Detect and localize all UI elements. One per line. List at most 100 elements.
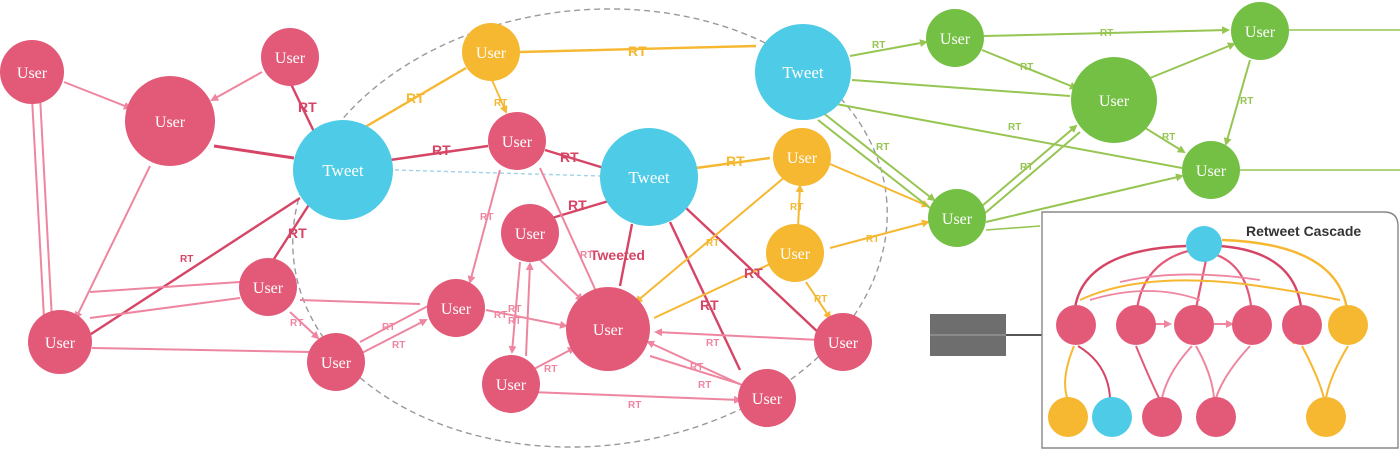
retweet-cascade-panel: Retweet Cascade (1041, 211, 1399, 449)
edge (531, 347, 576, 371)
node-label: User (515, 226, 546, 243)
node-label: User (752, 391, 783, 408)
edge-label-rt: RT (406, 90, 425, 106)
node-label: User (1245, 24, 1276, 41)
edge (359, 305, 429, 343)
edge (795, 184, 804, 229)
edge-label-rt: RT (568, 197, 587, 213)
edge (355, 319, 428, 357)
edge (89, 281, 241, 293)
user-node: User (482, 355, 540, 413)
cascade-tweet-node (1092, 397, 1132, 437)
edge-label-rt: RT (1162, 132, 1175, 143)
node-label: Tweet (782, 63, 824, 82)
edge (981, 49, 1078, 90)
node-label: User (496, 377, 527, 394)
edge (394, 169, 601, 177)
node-label: User (476, 45, 507, 62)
cascade-node (1306, 397, 1346, 437)
tweet-node: Tweet (293, 120, 393, 220)
edge (39, 95, 56, 322)
community-ellipse (292, 8, 888, 448)
cascade-node (1196, 397, 1236, 437)
user-node: User (766, 224, 824, 282)
edge-label-rt: RT (508, 316, 521, 327)
edge (539, 167, 602, 302)
cascade-node (1282, 305, 1322, 345)
edge (985, 225, 1041, 231)
node-label: User (593, 322, 624, 339)
cascade-node (1116, 305, 1156, 345)
cascade-node (1328, 305, 1368, 345)
user-node: User (1071, 57, 1157, 143)
edge (849, 39, 928, 57)
edge-label-rt: RT (298, 99, 317, 115)
edge (653, 263, 771, 319)
edge (91, 347, 311, 353)
legend-block-icon (930, 314, 1048, 356)
user-node: User (926, 9, 984, 67)
edge (985, 173, 1184, 223)
edge-label-rt: RT (1008, 122, 1021, 133)
edge (821, 111, 936, 202)
cascade-title: Retweet Cascade (1246, 223, 1361, 239)
edge (829, 163, 930, 208)
edge-label-rt: RT (180, 254, 193, 265)
edge-label-rt: RT (698, 380, 711, 391)
edge (817, 119, 931, 209)
edge (359, 66, 467, 132)
node-label: Tweet (628, 168, 670, 187)
node-label: User (828, 335, 859, 352)
user-node: User (928, 189, 986, 247)
user-node: User (501, 204, 559, 262)
edge (1223, 59, 1251, 146)
edge-label-rt: RT (706, 238, 719, 249)
edge-label-rt: RT (432, 142, 451, 158)
edge (519, 44, 757, 54)
edge (63, 81, 132, 110)
edge (851, 79, 1071, 97)
node-label: User (1196, 163, 1227, 180)
cascade-tweet-node (1186, 226, 1222, 262)
tweet-node: Tweet (600, 128, 698, 226)
user-node: User (239, 258, 297, 316)
edge (535, 255, 584, 302)
user-node: User (0, 40, 64, 104)
edge (289, 311, 320, 340)
edge-label-rt: RT (706, 338, 719, 349)
user-node: User (427, 279, 485, 337)
edges-group (31, 26, 1400, 404)
node-label: User (942, 211, 973, 228)
edge-label-rt: RT (700, 297, 719, 313)
edge (299, 299, 421, 305)
edge-labels-group: RT RT RT RT RT RT RT RT RT RT RT Tweeted… (180, 28, 1253, 411)
edge-label-rt: RT (290, 318, 303, 329)
edge (634, 175, 787, 304)
edge-label-rt: RT (628, 43, 647, 59)
edge (983, 26, 1230, 37)
edge (1149, 42, 1236, 79)
edge-label-rt: RT (726, 153, 745, 169)
nodes-group: User User User User User User Tweet (0, 2, 1289, 427)
edge (829, 219, 930, 249)
edge (668, 221, 742, 371)
user-node: User (307, 333, 365, 391)
edge-label-tweeted: Tweeted (590, 247, 645, 263)
edge (491, 79, 508, 114)
edge (1141, 125, 1186, 154)
user-node: User (738, 369, 796, 427)
node-label: User (787, 150, 818, 167)
node-label: User (502, 134, 533, 151)
cascade-node (1232, 305, 1272, 345)
user-node: User (462, 23, 520, 81)
edge (467, 169, 501, 284)
edge-label-rt: RT (790, 202, 803, 213)
edge (213, 144, 295, 160)
node-label: User (1099, 93, 1130, 110)
edge (695, 156, 771, 170)
edge-label-rt: RT (744, 265, 763, 281)
user-node: User (488, 112, 546, 170)
edge-label-rt: RT (480, 212, 493, 223)
edge (270, 199, 314, 263)
